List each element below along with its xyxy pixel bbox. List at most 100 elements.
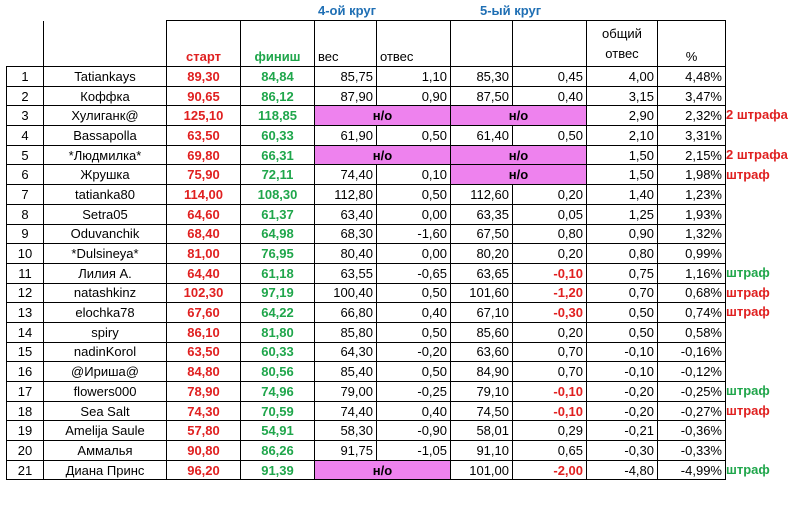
penalty-note: штраф	[726, 304, 770, 320]
penalty-note: штраф	[726, 402, 770, 418]
participant-name: Bassapolla	[43, 125, 167, 146]
row-number: 17	[6, 381, 44, 402]
start-weight: 63,50	[166, 125, 241, 146]
start-weight: 64,60	[166, 203, 241, 225]
penalty-note: штраф	[726, 265, 770, 280]
total-loss: -0,21	[586, 420, 658, 442]
start-weight: 64,40	[166, 262, 241, 284]
participant-name: Sea Salt	[43, 400, 167, 422]
finish-goal: 72,11	[240, 164, 315, 186]
weight-round5: 79,10	[450, 381, 513, 402]
table-row: 4 Bassapolla 63,50 60,33 61,90 0,50 61,40 0,50 2…	[6, 125, 726, 146]
total-loss: 1,25	[586, 203, 658, 225]
table-row: 9 Oduvanchik 68,40 64,98 68,30 -1,60 67,50 0,80…	[6, 223, 726, 245]
participant-name: *Dulsineya*	[43, 243, 167, 264]
header-weight-round4: вес	[314, 20, 377, 67]
total-loss: 1,50	[586, 144, 658, 166]
weight-round4: 63,40	[314, 203, 377, 225]
total-loss: 2,10	[586, 125, 658, 146]
total-loss: 4,00	[586, 66, 658, 87]
weight-round5: н/о	[450, 105, 587, 127]
header-finish: финиш	[240, 20, 315, 67]
loss-round5: 0,70	[512, 361, 587, 382]
row-number: 1	[6, 66, 44, 87]
participant-name: flowers000	[43, 381, 167, 402]
percent-loss: 4,48%	[657, 66, 726, 87]
weight-round4: 68,30	[314, 223, 377, 245]
penalty-note: 2 штрафа	[726, 146, 788, 162]
participant-name: nadinKorol	[43, 341, 167, 363]
header-name	[43, 20, 167, 67]
loss-round4: 0,50	[376, 184, 451, 205]
table-row: 5 *Людмилка* 69,80 66,31 н/о н/о 1,50 2,15%	[6, 144, 726, 166]
weight-round5: 63,60	[450, 341, 513, 363]
loss-round4: 0,50	[376, 361, 451, 382]
row-number: 8	[6, 203, 44, 225]
weight-round4: 74,40	[314, 164, 377, 186]
percent-loss: 0,58%	[657, 321, 726, 343]
loss-round5: -0,10	[512, 381, 587, 402]
loss-round4: 0,50	[376, 282, 451, 304]
participant-name: Amelija Saule	[43, 420, 167, 442]
weight-round5: 112,60	[450, 184, 513, 205]
row-number: 5	[6, 144, 44, 166]
start-weight: 68,40	[166, 223, 241, 245]
header-total-line1: общий	[602, 26, 642, 41]
percent-loss: 1,23%	[657, 184, 726, 205]
loss-round5: -1,20	[512, 282, 587, 304]
finish-goal: 91,39	[240, 459, 315, 481]
weight-round5: 101,60	[450, 282, 513, 304]
finish-goal: 61,37	[240, 203, 315, 225]
finish-goal: 76,95	[240, 243, 315, 264]
percent-loss: 0,68%	[657, 282, 726, 304]
start-weight: 69,80	[166, 144, 241, 166]
loss-round4: -0,20	[376, 341, 451, 363]
loss-round4: -0,25	[376, 381, 451, 402]
percent-loss: -0,36%	[657, 420, 726, 442]
table-row: 15 nadinKorol 63,50 60,33 64,30 -0,20 63,60 0,7…	[6, 341, 726, 363]
total-loss: -0,30	[586, 440, 658, 461]
total-loss: 1,40	[586, 184, 658, 205]
start-weight: 86,10	[166, 321, 241, 343]
start-weight: 74,30	[166, 400, 241, 422]
weight-round5: 74,50	[450, 400, 513, 422]
header-start: старт	[166, 20, 241, 67]
participant-name: Аммалья	[43, 440, 167, 461]
percent-loss: -0,12%	[657, 361, 726, 382]
round-4-title: 4-ой круг	[318, 3, 377, 18]
weight-round4: 85,75	[314, 66, 377, 87]
finish-goal: 54,91	[240, 420, 315, 442]
total-loss: 0,70	[586, 282, 658, 304]
loss-round4: 0,50	[376, 125, 451, 146]
total-loss: 0,75	[586, 262, 658, 284]
total-loss: 0,90	[586, 223, 658, 245]
start-weight: 90,80	[166, 440, 241, 461]
row-number: 7	[6, 184, 44, 205]
row-number: 4	[6, 125, 44, 146]
loss-round4: 0,50	[376, 321, 451, 343]
weight-round4: н/о	[314, 144, 451, 166]
row-number: 3	[6, 105, 44, 127]
row-number: 2	[6, 85, 44, 107]
participant-name: *Людмилка*	[43, 144, 167, 166]
participant-name: Setra05	[43, 203, 167, 225]
table-row: 3 Хулиганк@ 125,10 118,85 н/о н/о 2,90 2,32%	[6, 105, 726, 127]
finish-goal: 60,33	[240, 125, 315, 146]
table-row: 19 Amelija Saule 57,80 54,91 58,30 -0,90 58,01…	[6, 420, 726, 442]
finish-goal: 60,33	[240, 341, 315, 363]
finish-goal: 86,26	[240, 440, 315, 461]
table-row: 18 Sea Salt 74,30 70,59 74,40 0,40 74,50 -0,10-…	[6, 400, 726, 422]
penalty-note: штраф	[726, 462, 770, 477]
header-row: старт финиш вес отвес общий отвес %	[6, 20, 726, 67]
loss-round5: 0,05	[512, 203, 587, 225]
weight-round5: 63,35	[450, 203, 513, 225]
loss-round5: -2,00	[512, 459, 587, 481]
weight-round5: 63,65	[450, 262, 513, 284]
loss-round5: 0,29	[512, 420, 587, 442]
row-number: 14	[6, 321, 44, 343]
finish-goal: 80,56	[240, 361, 315, 382]
table-row: 11 Лилия А. 64,40 61,18 63,55 -0,65 63,65 -0,10…	[6, 262, 726, 284]
table-row: 17 flowers000 78,90 74,96 79,00 -0,25 79,10 -0,…	[6, 381, 726, 402]
start-weight: 102,30	[166, 282, 241, 304]
row-number: 9	[6, 223, 44, 245]
